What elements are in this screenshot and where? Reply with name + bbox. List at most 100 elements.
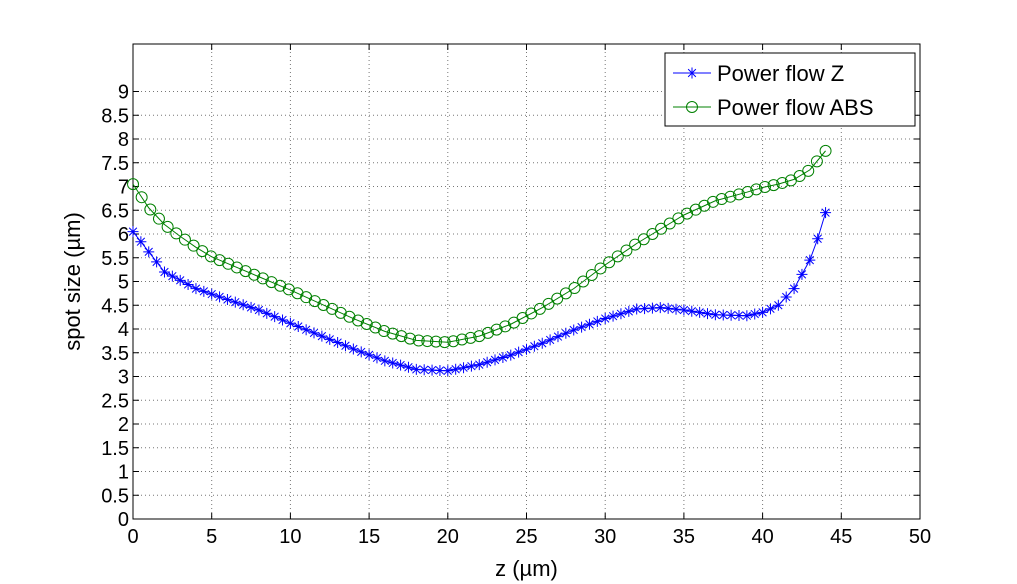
data-point xyxy=(282,283,295,296)
data-point xyxy=(670,303,682,315)
data-point xyxy=(187,239,200,252)
data-point xyxy=(663,217,676,230)
data-point xyxy=(213,254,226,267)
data-point xyxy=(568,324,580,336)
data-point xyxy=(442,365,454,377)
data-point xyxy=(544,334,556,346)
x-tick-label: 5 xyxy=(206,526,217,548)
data-point xyxy=(489,354,501,366)
data-point xyxy=(585,268,598,281)
data-point xyxy=(631,303,643,315)
data-point xyxy=(196,245,209,258)
data-point xyxy=(178,233,191,246)
data-point xyxy=(725,309,737,321)
data-point xyxy=(269,311,281,323)
data-point xyxy=(404,332,417,345)
data-point xyxy=(127,178,139,191)
data-point xyxy=(316,330,328,342)
data-point xyxy=(229,296,241,308)
y-tick-label: 1 xyxy=(118,462,129,484)
data-point xyxy=(363,349,375,361)
data-point xyxy=(360,318,373,331)
data-point xyxy=(583,318,595,330)
y-tick-label: 3.5 xyxy=(101,343,129,365)
y-tick-label: 6.5 xyxy=(101,200,129,222)
data-point xyxy=(292,321,304,333)
data-point xyxy=(438,336,451,349)
data-point xyxy=(655,222,668,235)
y-tick-label: 8 xyxy=(118,129,129,151)
data-point xyxy=(733,309,745,321)
data-point xyxy=(772,299,784,311)
data-point xyxy=(804,254,816,266)
y-axis-label: spot size (µm) xyxy=(60,212,85,351)
data-point xyxy=(715,193,728,206)
data-point xyxy=(528,340,540,352)
series-0 xyxy=(127,207,832,377)
data-point xyxy=(741,185,754,198)
data-point xyxy=(599,313,611,325)
y-tick-label: 0 xyxy=(118,509,129,531)
data-point xyxy=(536,337,548,349)
data-point xyxy=(552,331,564,343)
data-point xyxy=(757,306,769,318)
data-point xyxy=(615,308,627,320)
data-point xyxy=(780,291,792,303)
series-group xyxy=(127,144,832,377)
data-point xyxy=(639,303,651,315)
data-point xyxy=(222,257,235,270)
data-point xyxy=(450,363,462,375)
data-point xyxy=(513,346,525,358)
legend-label: Power flow Z xyxy=(717,61,844,86)
data-point xyxy=(812,233,824,245)
data-point xyxy=(447,335,460,348)
data-point xyxy=(576,321,588,333)
data-point xyxy=(709,309,721,321)
data-point xyxy=(796,268,808,280)
data-point xyxy=(646,302,658,314)
data-point xyxy=(464,331,477,344)
data-point xyxy=(214,291,226,303)
y-tick-label: 4 xyxy=(118,319,129,341)
legend-box xyxy=(664,52,916,127)
data-point xyxy=(481,356,493,368)
y-tick-label: 2.5 xyxy=(101,390,129,412)
data-point xyxy=(386,327,399,340)
data-point xyxy=(308,327,320,339)
data-point xyxy=(473,330,486,343)
y-tick-label: 3 xyxy=(118,367,129,389)
data-point xyxy=(135,236,147,248)
legend-items: Power flow Z Power flow ABS xyxy=(673,61,874,120)
data-point xyxy=(274,279,287,292)
data-point xyxy=(620,244,633,257)
data-point xyxy=(654,302,666,314)
data-point xyxy=(371,352,383,364)
data-point xyxy=(355,346,367,358)
data-point xyxy=(764,303,776,315)
legend-marker xyxy=(686,101,698,113)
data-point xyxy=(245,301,257,313)
y-tick-label: 8.5 xyxy=(101,105,129,127)
data-point xyxy=(707,195,720,208)
x-tick-label: 30 xyxy=(594,526,616,548)
data-point xyxy=(135,191,148,204)
data-point xyxy=(551,292,564,305)
data-point xyxy=(378,325,391,338)
data-point xyxy=(332,337,344,349)
legend-marker xyxy=(686,67,698,79)
data-point xyxy=(410,363,422,375)
data-point xyxy=(158,266,170,278)
data-point xyxy=(256,272,269,285)
legend: Power flow Z Power flow ABS xyxy=(664,52,916,127)
data-point xyxy=(418,364,430,376)
data-point xyxy=(465,360,477,372)
data-point xyxy=(429,335,442,348)
data-point xyxy=(324,333,336,345)
data-point xyxy=(421,335,434,348)
data-point xyxy=(161,220,174,233)
data-point xyxy=(481,326,494,339)
legend-item: Power flow ABS xyxy=(673,95,874,120)
data-point xyxy=(379,355,391,367)
data-point xyxy=(788,283,800,295)
